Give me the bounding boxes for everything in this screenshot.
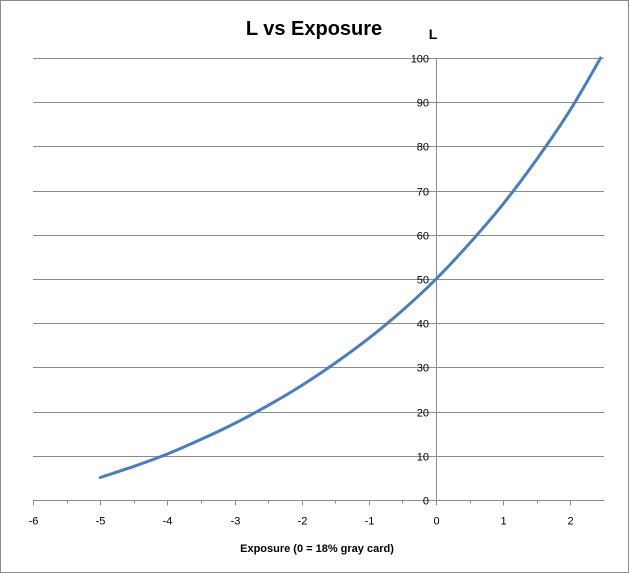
- y-tick-label: 30: [417, 363, 429, 375]
- y-tick-label: 80: [417, 142, 429, 154]
- x-tick-label: 0: [433, 516, 439, 528]
- x-tick-label: -6: [29, 516, 39, 528]
- x-tick-label: -4: [163, 516, 173, 528]
- x-tick-label: -2: [298, 516, 308, 528]
- x-tick-label: -5: [96, 516, 106, 528]
- series-layer: [98, 56, 603, 479]
- y-tick-label: 50: [417, 275, 429, 287]
- y-tick-label: 60: [417, 231, 429, 243]
- series-line-0: [98, 56, 603, 479]
- y-tick-label: 100: [411, 54, 429, 66]
- gridlines: [33, 58, 604, 457]
- y-tick-label: 40: [417, 319, 429, 331]
- tick-labels: 0 10 20 30 40 50 60 70 80 90 100 -6 -5 -4 -3 -2 -1 0 1 2: [29, 54, 574, 528]
- x-tick-label: 2: [567, 516, 573, 528]
- x-tick-label: -1: [365, 516, 375, 528]
- chart-title: L vs Exposure: [246, 18, 382, 40]
- axes: [33, 58, 604, 506]
- x-tick-label: -3: [231, 516, 241, 528]
- y-tick-label: 10: [417, 452, 429, 464]
- y-tick-label: 20: [417, 408, 429, 420]
- y-tick-label: 70: [417, 187, 429, 199]
- x-tick-label: 1: [500, 516, 506, 528]
- y-tick-label: 90: [417, 98, 429, 110]
- x-axis-title: Exposure (0 = 18% gray card): [240, 543, 394, 555]
- y-tick-label: 0: [423, 496, 429, 508]
- y-axis-title: L: [429, 26, 438, 42]
